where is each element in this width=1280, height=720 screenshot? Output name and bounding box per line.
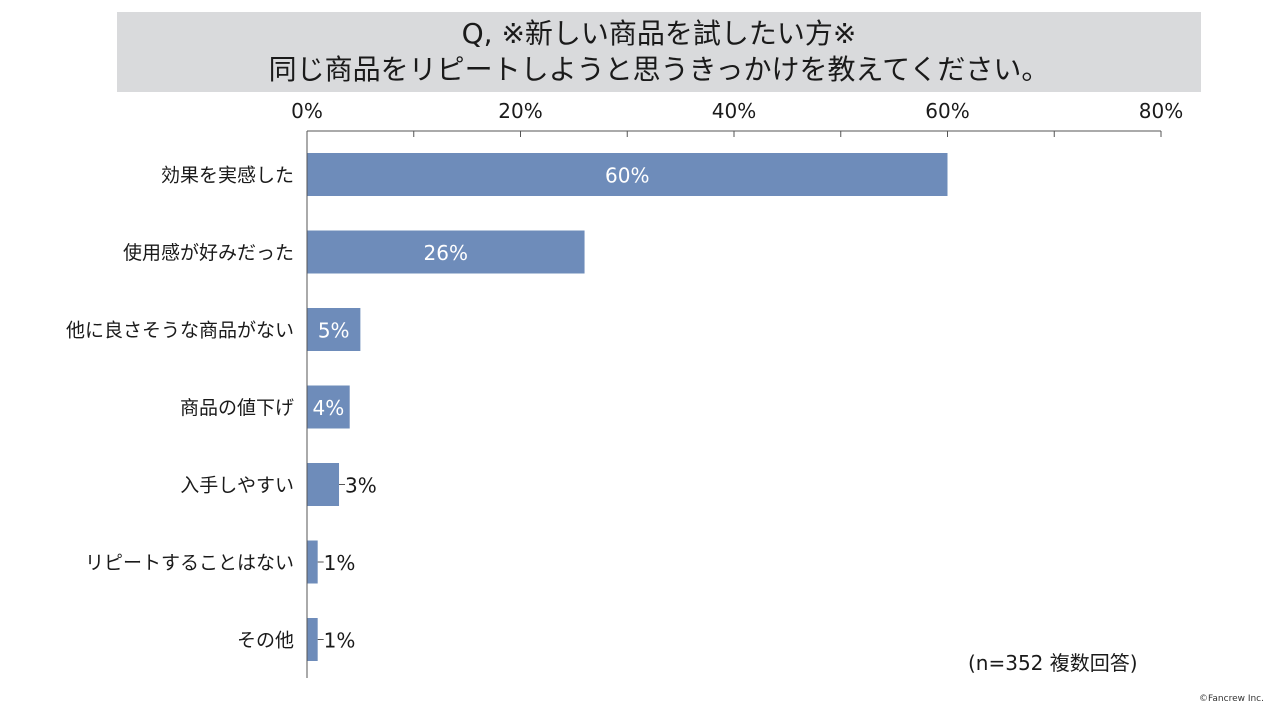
- category-label: 効果を実感した: [161, 165, 294, 187]
- value-label: 60%: [605, 164, 649, 188]
- category-label: リピートすることはない: [85, 552, 294, 574]
- bar: [307, 463, 340, 506]
- x-tick-label: 60%: [925, 99, 969, 123]
- chart-title-box: Q, ※新しい商品を試したい方※ 同じ商品をリピートしようと思うきっかけを教えて…: [117, 12, 1201, 92]
- x-tick-label: 40%: [712, 99, 756, 123]
- bar: [307, 308, 361, 351]
- bar: [307, 385, 350, 429]
- value-label: 3%: [345, 474, 377, 498]
- bar: [307, 230, 585, 274]
- category-label: 商品の値下げ: [180, 397, 294, 419]
- x-tick-label: 20%: [498, 99, 542, 123]
- x-tick-label: 80%: [1139, 99, 1183, 123]
- chart-title-line-2: 同じ商品をリピートしようと思うきっかけを教えてください。: [268, 53, 1050, 86]
- category-label: 他に良さそうな商品がない: [66, 320, 294, 342]
- category-label: その他: [237, 630, 294, 652]
- value-label: 1%: [324, 629, 356, 653]
- chart-title-line-1: Q, ※新しい商品を試したい方※: [461, 17, 857, 50]
- bar: [307, 540, 318, 584]
- bar: [307, 618, 318, 661]
- value-label: 4%: [312, 396, 344, 420]
- sample-size-note: (n=352 複数回答): [968, 651, 1138, 675]
- value-label: 5%: [318, 319, 350, 343]
- x-tick-label: 0%: [291, 99, 323, 123]
- value-label: 1%: [324, 551, 356, 575]
- copyright-text: ©Fancrew Inc.: [1199, 694, 1264, 704]
- bar: [307, 153, 948, 196]
- category-label: 入手しやすい: [180, 475, 294, 497]
- value-label: 26%: [424, 241, 468, 265]
- category-label: 使用感が好みだった: [123, 242, 294, 264]
